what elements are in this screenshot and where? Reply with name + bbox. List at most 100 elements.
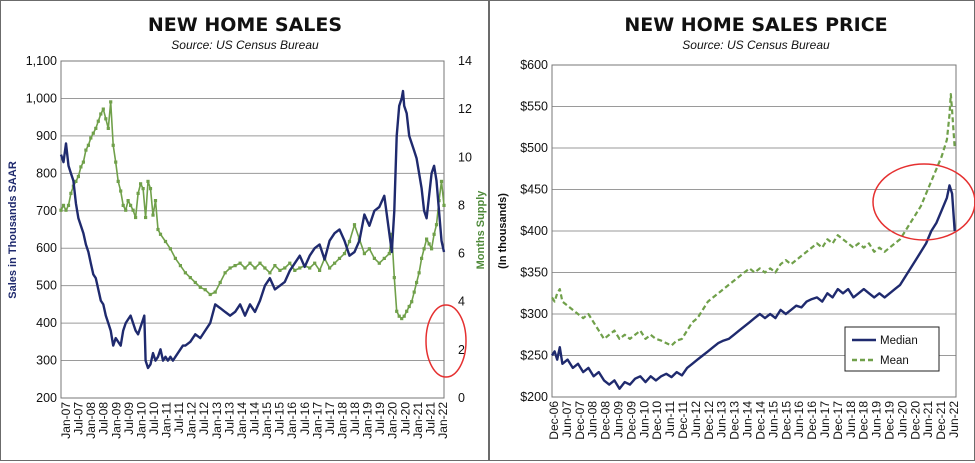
months-supply-point xyxy=(99,112,103,116)
y-tick-label: 300 xyxy=(36,354,57,368)
x-tick-label: Jan-15 xyxy=(260,402,274,439)
months-supply-point xyxy=(238,261,242,265)
x-tick-label: Jan-12 xyxy=(185,402,199,439)
months-supply-point xyxy=(86,143,90,147)
months-supply-point xyxy=(352,223,357,227)
y-axis-label: Sales in Thousands SAAR xyxy=(7,161,19,299)
x-tick-label: Jun-15 xyxy=(766,401,780,438)
y-tick-label: $550 xyxy=(520,100,548,114)
months-supply-point xyxy=(377,261,381,265)
months-supply-point xyxy=(89,136,93,140)
x-tick-label: Jan-18 xyxy=(335,402,349,439)
y-tick-label: 200 xyxy=(36,391,57,405)
series-layer xyxy=(550,92,956,390)
months-supply-point xyxy=(337,256,342,260)
months-supply-point xyxy=(420,256,424,260)
y2-axis-label: Months Supply xyxy=(475,190,487,270)
months-supply-point xyxy=(203,288,207,292)
months-supply-point xyxy=(402,314,406,318)
x-tick-label: Dec-13 xyxy=(728,401,742,440)
y-tick-label: $350 xyxy=(520,266,548,280)
months-supply-point xyxy=(116,179,120,183)
x-tick-label: Jul-12 xyxy=(197,402,211,435)
months-supply-point xyxy=(372,256,376,260)
months-supply-point xyxy=(318,268,322,272)
x-tick-label: Jul-14 xyxy=(248,402,262,435)
x-tick-label: Jan-09 xyxy=(109,402,123,439)
months-supply-point xyxy=(253,266,257,270)
sales-line xyxy=(59,89,446,370)
x-tick-label: Jun-14 xyxy=(741,401,755,438)
months-supply-point xyxy=(283,266,287,270)
months-supply-point xyxy=(293,268,297,272)
months-supply-point xyxy=(233,264,237,268)
x-tick-label: Jul-17 xyxy=(323,402,337,435)
months-supply-point xyxy=(278,268,282,272)
months-supply-point xyxy=(198,285,202,289)
y2-tick-label: 4 xyxy=(458,295,465,309)
legend-label-mean: Mean xyxy=(880,355,909,367)
x-tick-label: Jan-10 xyxy=(134,402,148,439)
y2-axis-ticks: 0 2 4 6 8 10 12 14 xyxy=(458,54,472,405)
y-tick-label: 600 xyxy=(36,241,57,255)
months-supply-point xyxy=(163,239,168,244)
y-tick-label: $450 xyxy=(520,183,548,197)
months-supply-point xyxy=(193,280,197,285)
plot-area xyxy=(60,60,445,399)
months-supply-point xyxy=(400,317,404,321)
legend-label-median: Median xyxy=(880,335,918,347)
months-supply-point xyxy=(173,256,177,260)
months-supply-point xyxy=(96,119,100,123)
series-layer xyxy=(59,89,446,370)
months-supply-point xyxy=(148,187,153,191)
months-supply-point xyxy=(333,261,337,265)
y-axis-ticks: 200 300 400 500 600 700 800 900 1,000 1,100 xyxy=(26,54,57,405)
x-tick-label: Dec-21 xyxy=(934,401,948,440)
x-tick-label: Jul-19 xyxy=(373,402,387,435)
months-supply-point xyxy=(109,100,113,104)
months-supply-point xyxy=(208,292,212,297)
x-tick-label: Dec-20 xyxy=(908,401,922,440)
months-supply-point xyxy=(243,266,247,270)
months-supply-point xyxy=(158,232,163,236)
y-tick-label: 500 xyxy=(36,279,57,293)
months-supply-point xyxy=(66,203,71,207)
x-tick-label: Jun-19 xyxy=(870,401,884,438)
x-tick-label: Dec-18 xyxy=(857,401,871,440)
y2-tick-label: 14 xyxy=(458,54,472,68)
months-supply-point xyxy=(442,203,446,207)
months-supply-point xyxy=(405,309,409,313)
x-tick-label: Jun-16 xyxy=(792,401,806,438)
legend: Median Mean xyxy=(844,326,940,372)
months-supply-point xyxy=(342,252,347,256)
x-tick-label: Jun-11 xyxy=(663,401,677,437)
months-supply-point xyxy=(439,179,444,183)
y-tick-label: 1,100 xyxy=(26,54,57,68)
x-tick-label: Dec-17 xyxy=(831,401,845,440)
months-supply-point xyxy=(223,271,227,275)
months-supply-point xyxy=(136,191,140,195)
months-supply-point xyxy=(347,239,352,244)
months-supply-point xyxy=(59,208,63,212)
months-supply-point xyxy=(153,199,158,203)
months-supply-point xyxy=(79,165,83,169)
y-tick-label: $250 xyxy=(520,349,548,363)
months-supply-point xyxy=(273,264,277,268)
x-tick-label: Jul-09 xyxy=(122,402,136,435)
x-tick-label: Jan-17 xyxy=(310,402,324,439)
y-tick-label: $300 xyxy=(520,307,548,321)
months-supply-point xyxy=(425,237,429,241)
months-supply-point xyxy=(144,215,148,220)
x-tick-label: Jun-20 xyxy=(895,401,909,438)
months-supply-point xyxy=(395,309,399,313)
x-tick-label: Jan-22 xyxy=(436,402,450,439)
months-supply-point xyxy=(188,276,192,280)
months-supply-point xyxy=(124,208,128,212)
months-supply-point xyxy=(382,256,386,260)
chart-subtitle: Source: US Census Bureau xyxy=(171,38,319,52)
months-supply-point xyxy=(422,247,426,251)
x-tick-label: Jun-10 xyxy=(637,401,651,438)
mean-line xyxy=(551,92,956,347)
months-supply-point xyxy=(81,160,85,164)
